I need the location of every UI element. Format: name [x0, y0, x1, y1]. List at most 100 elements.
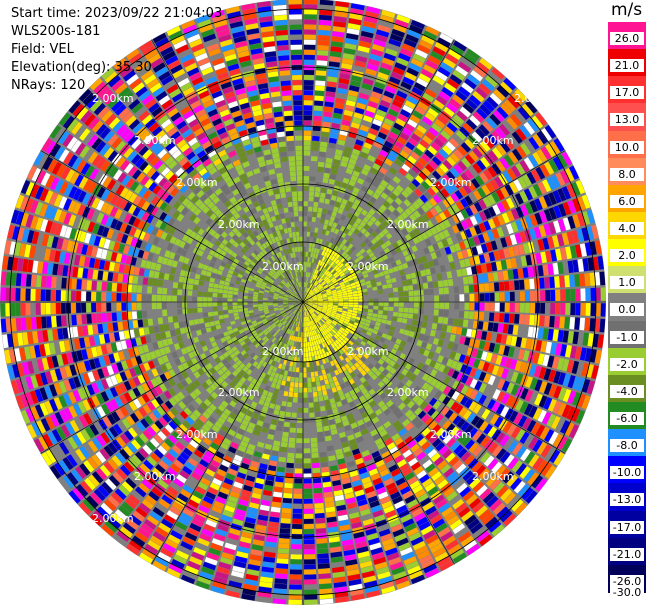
ppi-gate — [303, 397, 308, 403]
ppi-gate — [423, 64, 436, 75]
ppi-gate — [306, 372, 311, 378]
ppi-gate — [427, 107, 439, 118]
ppi-gate — [283, 492, 293, 499]
ppi-gate — [375, 136, 385, 145]
ppi-gate — [331, 36, 344, 43]
ppi-gate — [303, 468, 312, 474]
ppi-gate — [374, 188, 383, 196]
ppi-gate — [368, 298, 374, 302]
ppi-gate — [319, 146, 327, 153]
ppi-gate — [339, 225, 346, 232]
ppi-gate — [368, 294, 374, 299]
ppi-gate — [424, 302, 429, 309]
ppi-gate — [388, 76, 401, 85]
ppi-gate — [344, 241, 351, 247]
ppi-gate — [359, 35, 373, 44]
ppi-gate — [293, 498, 303, 504]
ppi-gate — [382, 288, 389, 294]
ppi-gate — [308, 290, 313, 295]
ppi-gate — [278, 538, 290, 544]
ppi-gate — [323, 262, 328, 269]
ppi-gate — [504, 302, 510, 312]
ppi-gate — [307, 267, 311, 273]
ppi-gate — [350, 80, 361, 88]
ppi-gate — [318, 151, 327, 158]
ppi-gate — [350, 226, 356, 233]
ppi-gate — [366, 6, 381, 14]
ppi-gate — [322, 116, 332, 123]
ppi-gate — [330, 255, 336, 262]
ppi-gate — [280, 405, 286, 412]
ppi-gate — [307, 272, 310, 278]
ppi-gate — [310, 427, 317, 433]
ppi-gate — [322, 268, 327, 274]
ppi-gate — [433, 288, 439, 295]
ppi-gate — [306, 282, 310, 288]
ppi-gate — [349, 126, 359, 134]
ppi-gate — [483, 283, 490, 292]
ppi-gate — [308, 262, 312, 268]
ppi-gate — [335, 234, 341, 241]
ppi-gate — [291, 412, 297, 418]
ppi-gate — [303, 407, 309, 413]
ppi-gate — [600, 287, 606, 301]
ppi-gate — [377, 24, 391, 33]
ppi-gate — [376, 171, 385, 179]
ppi-gate — [427, 84, 440, 94]
ppi-gate — [425, 59, 439, 70]
ppi-gate — [307, 252, 311, 258]
ppi-gate — [338, 134, 347, 141]
ppi-gate — [325, 264, 330, 270]
ppi-gate — [372, 118, 383, 127]
ppi-gate — [454, 302, 460, 310]
ppi-gate — [363, 164, 372, 172]
ppi-gate — [448, 286, 454, 294]
ppi-gate — [309, 176, 316, 182]
ppi-gate — [304, 564, 316, 570]
ppi-gate — [353, 228, 360, 236]
ppi-gate — [311, 376, 316, 383]
ppi-gate — [524, 314, 530, 325]
ppi-gate — [378, 306, 384, 311]
ppi-gate — [579, 317, 586, 331]
ppi-gate — [317, 265, 322, 271]
ppi-gate — [435, 71, 448, 82]
ppi-gate — [346, 212, 354, 219]
ppi-gate — [319, 197, 325, 204]
ppi-gate — [316, 548, 329, 554]
ppi-gate — [346, 95, 357, 102]
ppi-gate — [305, 251, 309, 257]
ppi-gate — [305, 256, 308, 262]
ppi-gate — [356, 161, 364, 168]
ppi-gate — [356, 50, 369, 58]
ppi-gate — [469, 302, 475, 311]
ppi-gate — [394, 19, 409, 29]
ppi-gate — [323, 111, 333, 118]
ppi-gate — [509, 291, 515, 302]
ppi-gate — [334, 180, 342, 187]
ppi-gate — [303, 377, 307, 383]
ppi-gate — [479, 293, 485, 302]
ppi-gate — [410, 133, 421, 143]
ppi-gate — [308, 272, 311, 278]
ppi-gate — [305, 287, 307, 293]
ppi-gate — [580, 303, 586, 316]
ppi-gate — [295, 458, 303, 464]
ppi-gate — [463, 285, 470, 293]
ppi-gate — [369, 184, 377, 192]
ppi-gate — [333, 300, 339, 302]
ppi-gate — [366, 188, 374, 196]
ppi-gate — [540, 302, 546, 314]
ppi-gate — [375, 29, 390, 38]
ppi-gate — [433, 309, 439, 316]
ppi-gate — [307, 382, 312, 388]
ppi-gate — [570, 288, 576, 301]
ppi-gate — [349, 8, 364, 16]
ppi-gate — [332, 233, 337, 239]
ppi-gate — [398, 167, 408, 177]
ppi-gate — [358, 213, 365, 221]
ppi-gate — [332, 190, 339, 197]
ppi-gate — [323, 203, 329, 210]
ppi-gate — [312, 477, 322, 484]
ppi-gate — [303, 251, 306, 257]
